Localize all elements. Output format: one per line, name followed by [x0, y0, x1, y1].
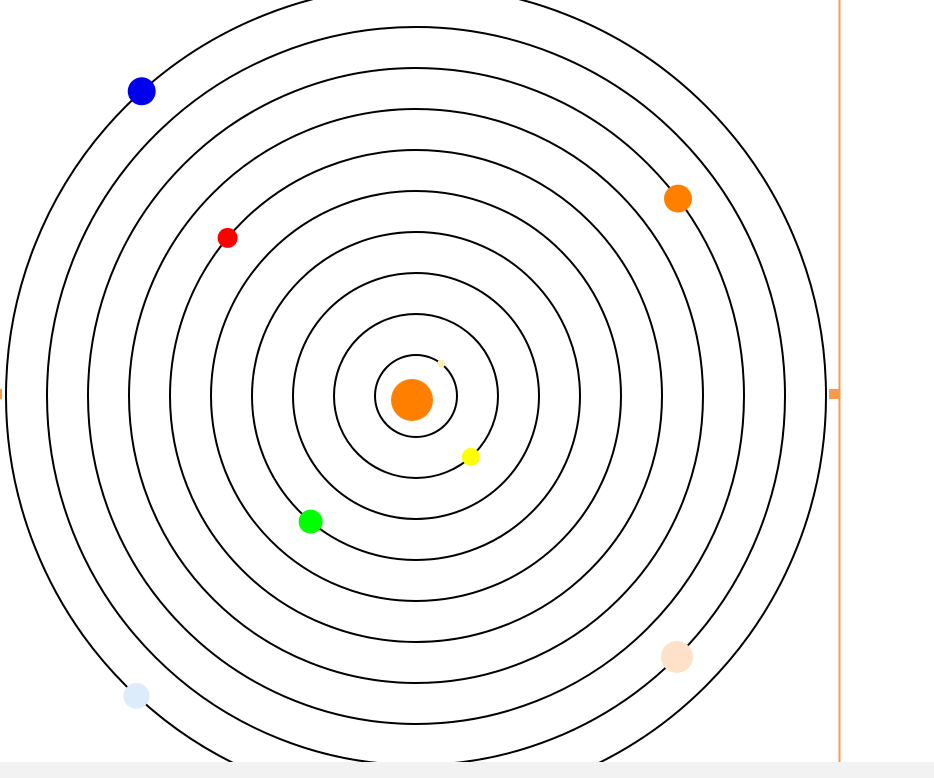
light-blue-body — [123, 682, 150, 709]
orbit-ring-4 — [251, 231, 581, 561]
blue-body — [127, 77, 156, 106]
yellow-body — [461, 447, 480, 466]
sun — [391, 379, 433, 421]
orbit-ring-2 — [333, 313, 499, 479]
frame-tick-left — [0, 389, 2, 399]
orbit-ring-7 — [128, 108, 704, 684]
bottom-bar — [0, 762, 934, 778]
red-body — [217, 227, 238, 248]
orange-body — [664, 184, 692, 213]
green-body — [298, 509, 323, 534]
orbit-ring-10 — [5, 0, 827, 778]
bodies — [123, 77, 693, 709]
orbit-ring-6 — [169, 149, 663, 643]
pale-yellow-body — [437, 359, 446, 368]
frame-tick-right — [829, 389, 840, 399]
orbit-ring-3 — [292, 272, 540, 520]
orbit-ring-8 — [87, 67, 745, 725]
orbit-ring-5 — [210, 190, 622, 602]
peach-body — [660, 640, 693, 673]
orbit-ring-1 — [374, 354, 458, 438]
